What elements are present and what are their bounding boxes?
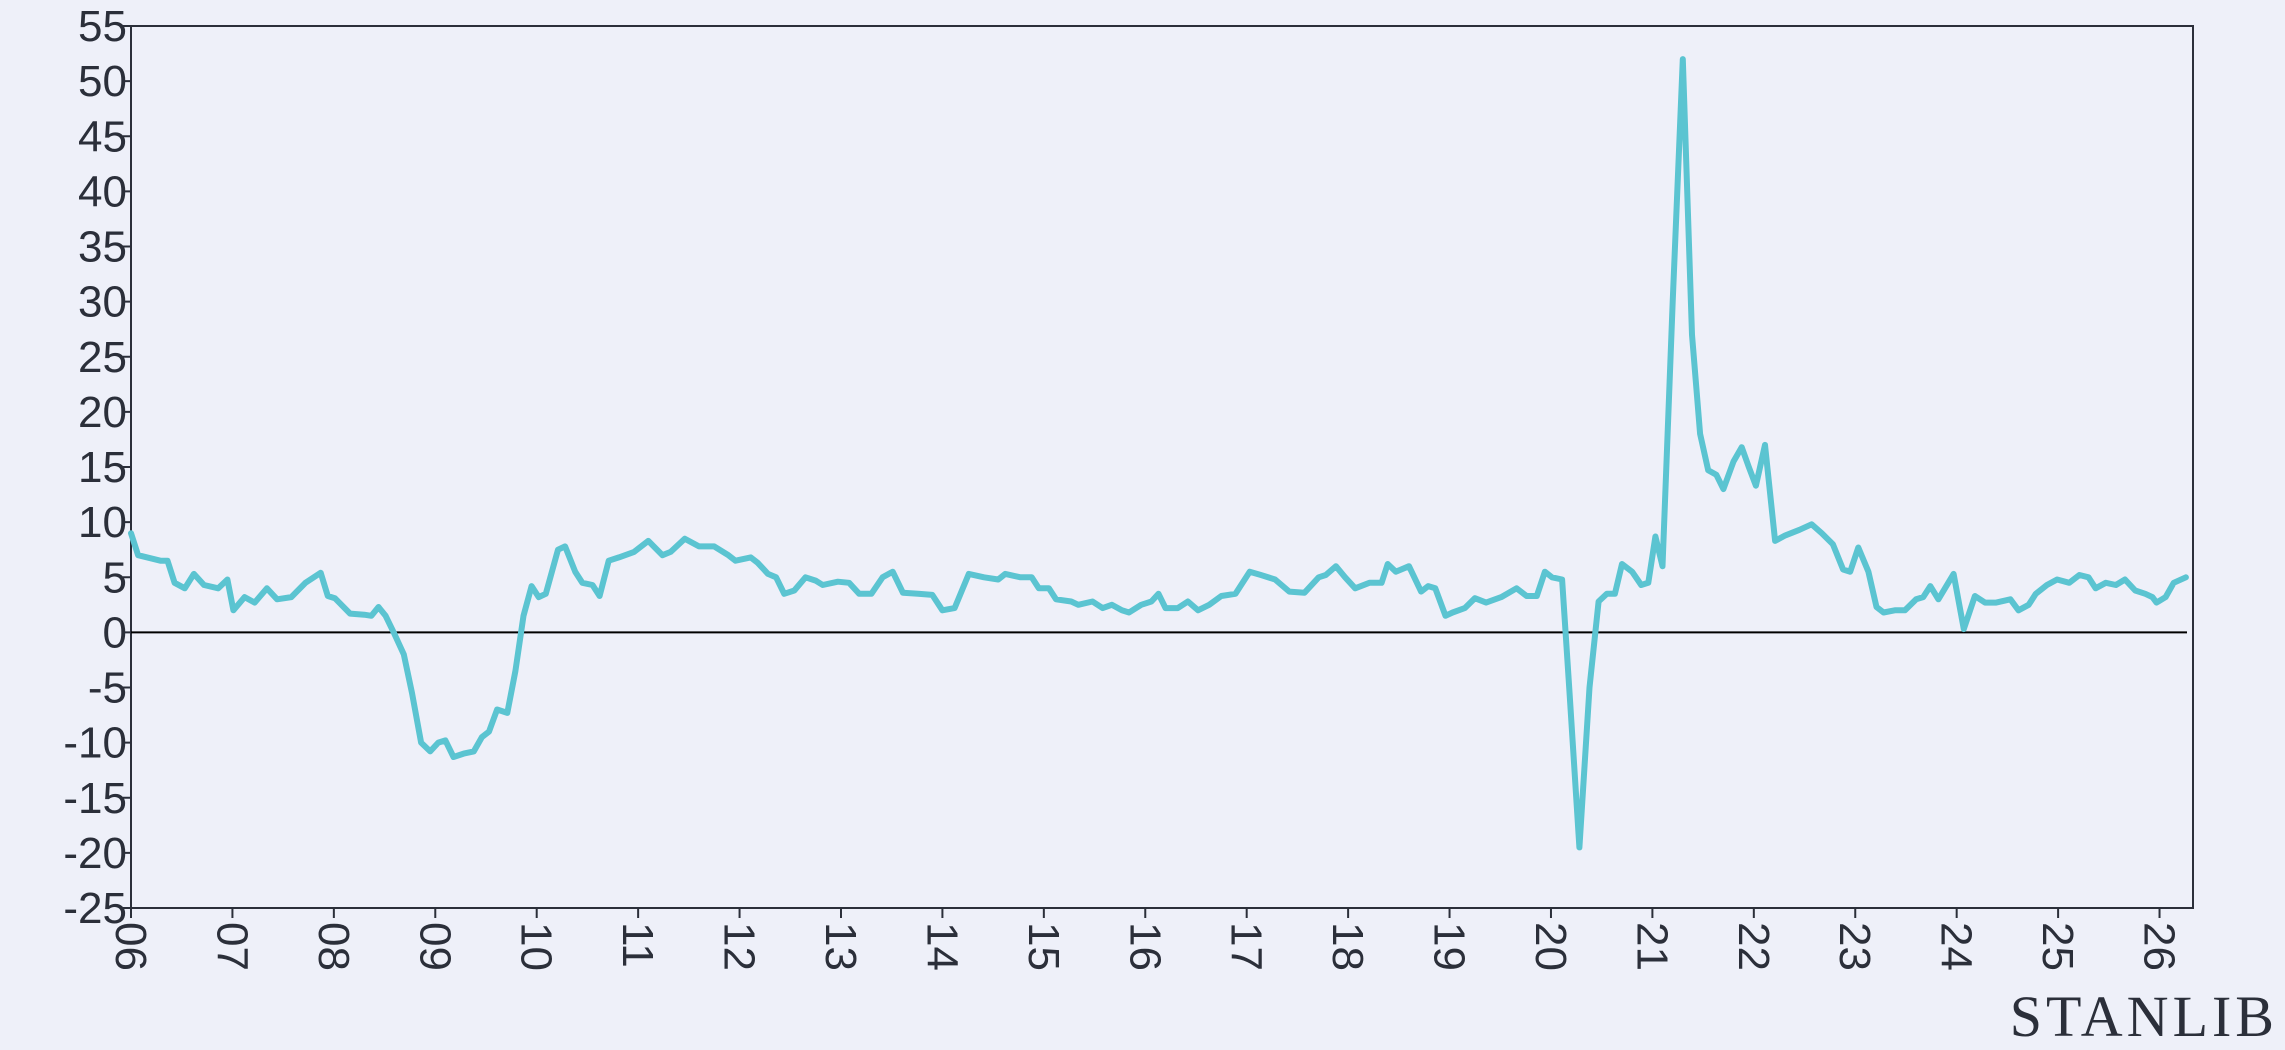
brand-logo: STANLIB [2010,984,2278,1045]
x-tick-label: 19 [1425,922,1474,971]
x-tick-label: 15 [1019,922,1068,971]
x-tick-label: 18 [1323,922,1372,971]
x-tick-label: 14 [917,922,966,971]
x-tick-label: 16 [1120,922,1169,971]
y-tick-label: 25 [78,333,127,382]
x-tick-label: 06 [106,922,155,971]
y-tick-label: 55 [78,2,127,51]
x-tick-label: 12 [715,922,764,971]
y-tick-label: -15 [63,774,127,823]
y-tick-label: 30 [78,278,127,327]
x-tick-label: 22 [1729,922,1778,971]
x-tick-label: 11 [613,922,662,968]
x-tick-label: 23 [1830,922,1879,971]
x-tick-label: 13 [816,922,865,971]
x-tick-label: 21 [1627,922,1676,971]
x-tick-label: 20 [1526,922,1575,971]
y-tick-label: -10 [63,719,127,768]
x-tick-label: 09 [410,922,459,971]
y-tick-label: -20 [63,829,127,878]
y-tick-label: 40 [78,167,127,216]
x-tick-label: 26 [2135,922,2184,971]
data-line [128,56,2189,851]
y-tick-label: 10 [78,498,127,547]
x-tick-label: 17 [1222,922,1271,971]
x-tick-label: 08 [309,922,358,971]
y-tick-label: -25 [63,884,127,933]
y-tick-label: 15 [78,443,127,492]
y-tick-label: 5 [103,553,127,602]
y-tick-label: -5 [88,664,127,713]
y-tick-label: 50 [78,57,127,106]
x-tick-label: 24 [1932,922,1981,971]
x-tick-label: 07 [207,922,256,971]
y-tick-label: 35 [78,223,127,272]
x-tick-label: 10 [512,922,561,971]
y-tick-label: 0 [103,608,127,657]
y-tick-label: 20 [78,388,127,437]
plot-frame [130,25,2194,909]
x-tick-label: 25 [2033,922,2082,971]
y-tick-label: 45 [78,112,127,161]
